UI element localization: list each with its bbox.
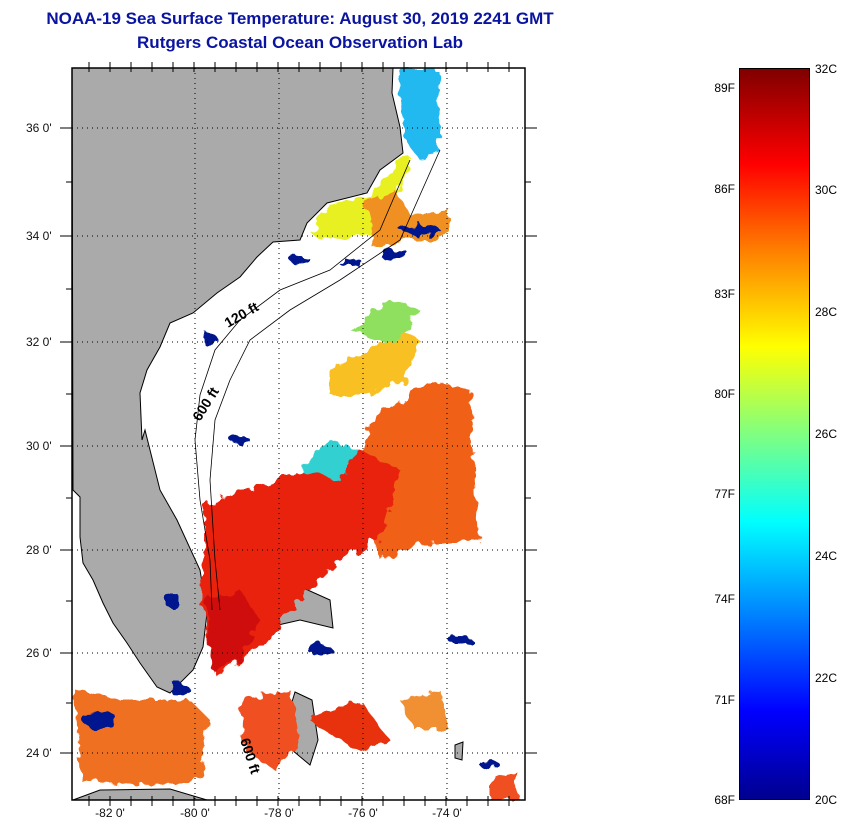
colorbar-f-label: 83F [714,287,735,301]
temperature-colorbar [739,68,810,800]
contour-120ft [194,159,411,611]
lon-label: -74 0' [432,806,462,820]
lon-label: -78 0' [264,806,294,820]
colorbar-f-label: 89F [714,81,735,95]
map-subtitle: Rutgers Coastal Ocean Observation Lab [137,33,463,52]
colorbar-f-label: 86F [714,182,735,196]
cold-speckles [82,225,500,769]
lat-label: 26 0' [26,646,52,660]
graticule [72,68,525,800]
contour-600ft [209,149,441,611]
colorbar-c-label: 22C [815,671,838,685]
colorbar-f-label: 80F [714,387,735,401]
colorbar-c-label: 20C [815,793,838,807]
lat-label: 24 0' [26,746,52,760]
lon-label: -82 0' [95,806,125,820]
colorbar-c-label: 32C [815,62,838,76]
colorbar-c-label: 28C [815,305,838,319]
lat-label: 36 0' [26,121,52,135]
colorbar-f-label: 68F [714,793,735,807]
colorbar-f-label: 71F [714,693,735,707]
sst-field [75,70,520,800]
lat-label: 30 0' [26,439,52,453]
lon-label: -80 0' [180,806,210,820]
lon-label: -76 0' [348,806,378,820]
lat-label: 28 0' [26,543,52,557]
axis-ticks [60,62,537,806]
lat-label: 32 0' [26,335,52,349]
lat-label: 34 0' [26,229,52,243]
colorbar-c-label: 30C [815,183,838,197]
map-title: NOAA-19 Sea Surface Temperature: August … [46,9,554,28]
colorbar-f-label: 77F [714,487,735,501]
colorbar-c-label: 24C [815,549,838,563]
land-island [454,741,464,761]
land-us-east-coast [71,67,404,694]
colorbar-c-label: 26C [815,427,838,441]
colorbar-f-label: 74F [714,592,735,606]
